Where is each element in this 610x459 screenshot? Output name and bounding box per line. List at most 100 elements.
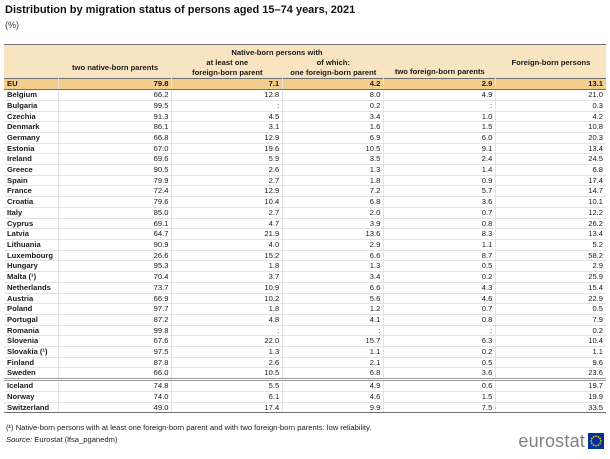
row-value-cell: 4.5 [171, 111, 283, 123]
row-value-cell: 0.7 [383, 303, 496, 315]
row-value-cell: 10.4 [495, 335, 606, 348]
row-country-name: Hungary [4, 260, 59, 273]
row-value-cell: 5.5 [171, 379, 283, 392]
row-value-cell: 90.9 [57, 239, 172, 251]
table-row: Estonia 67.0 19.6 10.5 9.1 13.4 [4, 143, 606, 155]
row-value-cell: 1.1 [383, 239, 496, 251]
column-header-foreign-born-persons: Foreign-born persons [495, 44, 606, 79]
row-value-cell: 9.9 [282, 402, 384, 414]
row-country-name: Spain [4, 175, 59, 187]
row-value-cell: 66.8 [57, 132, 172, 144]
eurostat-logo: eurostat [518, 432, 604, 450]
row-value-cell: 0.7 [383, 207, 496, 219]
row-value-cell: 49.0 [57, 402, 172, 414]
row-value-cell: 4.2 [282, 78, 384, 91]
row-value-cell: 91.3 [57, 111, 172, 123]
row-value-cell: 1.8 [171, 260, 283, 273]
row-value-cell: 3.4 [282, 271, 384, 283]
row-value-cell: : [171, 325, 283, 337]
row-value-cell: 6.6 [282, 282, 384, 294]
table-row: Latvia 64.7 21.9 13.6 8.3 13.4 [4, 228, 606, 240]
row-country-name: Estonia [4, 143, 59, 155]
row-country-name: Cyprus [4, 218, 59, 230]
row-value-cell: 7.9 [495, 314, 606, 326]
corner-cell [4, 44, 59, 79]
row-value-cell: 5.2 [495, 239, 606, 251]
table-row: Germany 66.8 12.9 6.9 6.0 20.3 [4, 132, 606, 144]
table-row: Luxembourg 26.6 15.2 6.6 8.7 58.2 [4, 250, 606, 262]
row-value-cell: 22.9 [495, 293, 606, 305]
row-value-cell: 9.1 [383, 143, 496, 155]
row-value-cell: 3.6 [383, 196, 496, 208]
row-value-cell: 17.4 [495, 175, 606, 187]
row-value-cell: 4.1 [282, 314, 384, 326]
row-value-cell: 0.2 [495, 325, 606, 337]
row-value-cell: 8.0 [282, 89, 384, 101]
row-value-cell: 1.0 [383, 111, 496, 123]
row-country-name: Norway [4, 391, 59, 403]
row-value-cell: 87.8 [57, 357, 172, 369]
row-value-cell: 1.2 [282, 303, 384, 315]
row-value-cell: 24.5 [495, 153, 606, 166]
row-value-cell: 12.9 [171, 132, 283, 144]
row-value-cell: 15.4 [495, 282, 606, 294]
row-value-cell: 10.9 [171, 282, 283, 294]
row-value-cell: 0.5 [383, 357, 496, 369]
row-value-cell: 0.8 [383, 314, 496, 326]
table-row: Norway 74.0 6.1 4.6 1.5 19.9 [4, 391, 606, 403]
row-value-cell: 97.5 [57, 346, 172, 358]
row-value-cell: 2.6 [171, 164, 283, 176]
row-value-cell: 2.7 [171, 207, 283, 219]
row-value-cell: 90.5 [57, 164, 172, 176]
row-value-cell: 1.8 [282, 175, 384, 187]
row-country-name: Slovakia (¹) [4, 346, 59, 358]
row-value-cell: : [383, 100, 496, 112]
row-country-name: Malta (¹) [4, 271, 59, 283]
row-value-cell: 10.1 [495, 196, 606, 208]
row-value-cell: 6.3 [383, 335, 496, 348]
table-row: Romania 99.8:::0.2 [4, 325, 606, 337]
row-country-name: Greece [4, 164, 59, 176]
table-row: Poland 97.7 1.8 1.2 0.7 0.5 [4, 303, 606, 315]
row-country-name: Lithuania [4, 239, 59, 251]
table-row: Portugal 87.2 4.8 4.1 0.8 7.9 [4, 314, 606, 326]
row-value-cell: 97.7 [57, 303, 172, 315]
source-line: Source: Eurostat (lfsa_pganedm) [6, 435, 117, 444]
row-value-cell: 8.7 [383, 250, 496, 262]
row-country-name: Czechia [4, 111, 59, 123]
row-value-cell: 99.8 [57, 325, 172, 337]
row-value-cell: 79.8 [57, 78, 172, 91]
row-country-name: Ireland [4, 153, 59, 166]
table-row: Greece 90.5 2.6 1.3 1.4 6.8 [4, 164, 606, 176]
row-value-cell: 69.6 [57, 153, 172, 166]
table-row: Czechia 91.3 4.5 3.4 1.0 4.2 [4, 111, 606, 123]
table-row: Switzerland 49.0 17.4 9.9 7.5 33.5 [4, 402, 606, 414]
row-value-cell: 8.3 [383, 228, 496, 240]
table-header: Native-born persons with Foreign-born pe… [4, 44, 606, 79]
row-value-cell: 6.8 [495, 164, 606, 176]
row-value-cell: 2.9 [383, 78, 496, 91]
row-country-name: France [4, 185, 59, 198]
group-header-native-born: Native-born persons with [58, 44, 496, 58]
row-value-cell: 19.9 [495, 391, 606, 403]
row-value-cell: 10.5 [171, 367, 283, 382]
table-row: France 72.4 12.9 7.2 5.7 14.7 [4, 185, 606, 198]
table-row: Iceland 74.8 5.5 4.9 0.6 19.7 [4, 379, 606, 392]
row-value-cell: 10.4 [171, 196, 283, 208]
row-value-cell: 6.8 [282, 196, 384, 208]
column-header-two-foreign-born-parents: two foreign-born parents [383, 57, 496, 79]
row-value-cell: 2.4 [383, 153, 496, 166]
row-country-name: Croatia [4, 196, 59, 208]
row-value-cell: 4.6 [383, 293, 496, 305]
row-value-cell: 79.9 [57, 175, 172, 187]
row-country-name: Romania [4, 325, 59, 337]
row-country-name: Bulgaria [4, 100, 59, 112]
row-value-cell: 21.9 [171, 228, 283, 240]
table-row: Slovakia (¹) 97.5 1.3 1.1 0.2 1.1 [4, 346, 606, 358]
row-value-cell: 17.4 [171, 402, 283, 414]
row-value-cell: 7.1 [171, 78, 283, 91]
row-country-name: Austria [4, 293, 59, 305]
row-value-cell: : [282, 325, 384, 337]
row-value-cell: 87.2 [57, 314, 172, 326]
row-value-cell: 3.4 [282, 111, 384, 123]
